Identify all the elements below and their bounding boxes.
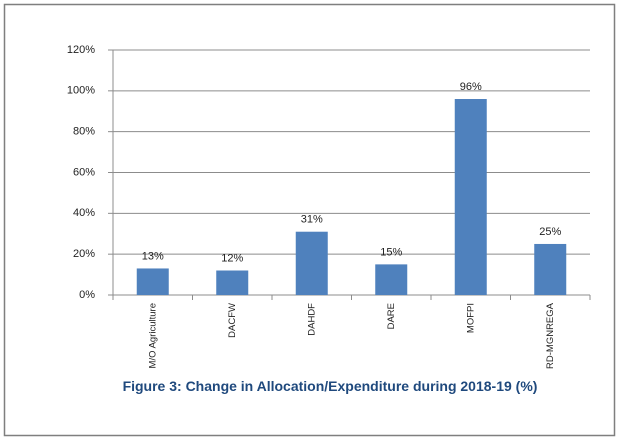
x-tick-label: DARE bbox=[386, 303, 397, 329]
bar bbox=[216, 270, 249, 295]
bar bbox=[136, 268, 169, 295]
value-label: 31% bbox=[301, 214, 323, 226]
frame bbox=[3, 3, 616, 437]
y-tick-label: 100% bbox=[67, 85, 95, 97]
x-tick-label: DACFW bbox=[227, 303, 238, 338]
x-tick-label: RD-MGNREGA bbox=[545, 302, 556, 369]
bar bbox=[375, 264, 408, 295]
y-tick-label: 0% bbox=[79, 289, 95, 301]
y-tick-label: 120% bbox=[67, 44, 95, 56]
value-label: 13% bbox=[142, 250, 164, 262]
chart-title: Figure 3: Change in Allocation/Expenditu… bbox=[122, 378, 538, 394]
y-tick-label: 20% bbox=[73, 248, 95, 260]
y-tick-label: 80% bbox=[73, 126, 95, 138]
bar bbox=[534, 243, 567, 295]
x-tick-label: M/O Agriculture bbox=[147, 303, 158, 368]
value-label: 25% bbox=[539, 226, 561, 238]
value-label: 96% bbox=[460, 81, 482, 93]
value-label: 12% bbox=[221, 252, 243, 264]
bar bbox=[295, 231, 328, 295]
value-label: 15% bbox=[380, 246, 402, 258]
x-tick-label: MOFPI bbox=[465, 303, 476, 333]
y-tick-label: 40% bbox=[73, 207, 95, 219]
y-tick-label: 60% bbox=[73, 166, 95, 178]
bar bbox=[454, 99, 487, 295]
x-tick-label: DAHDF bbox=[306, 303, 317, 336]
